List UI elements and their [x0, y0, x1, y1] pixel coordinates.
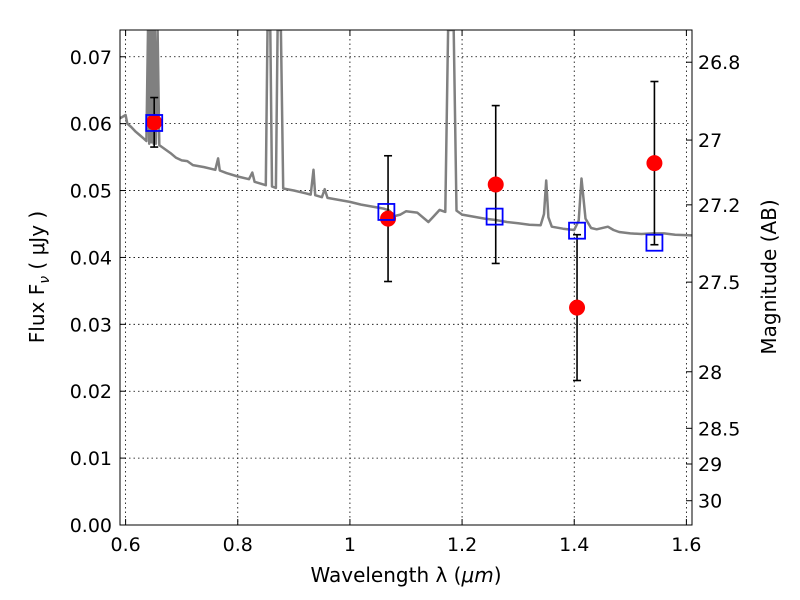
right-tick-label: 27.5: [698, 272, 740, 294]
x-tick-label: 0.6: [110, 534, 140, 556]
y-tick-label: 0.05: [70, 181, 112, 203]
observed-point: [146, 114, 163, 131]
y-tick-label: 0.07: [70, 47, 112, 69]
model-photometry-point: [645, 233, 664, 252]
model-photometry-points: [145, 114, 664, 252]
right-tick-label: 28: [698, 362, 722, 384]
right-tick-label: 30: [698, 491, 722, 513]
x-axis-title: Wavelength λ (μm): [310, 563, 501, 587]
y-tick-label: 0.01: [70, 448, 112, 470]
x-tick-label: 0.8: [223, 534, 253, 556]
y-axis-ticks: 0.00 0.01 0.02 0.03 0.04 0.05 0.06 0.07: [70, 47, 126, 537]
observed-point: [380, 210, 397, 227]
observed-points: [146, 114, 663, 316]
x-axis-ticks: 0.6 0.8 1 1.2 1.4 1.6: [110, 30, 702, 556]
x-tick-label: 1.6: [671, 534, 701, 556]
right-tick-label: 28.5: [698, 418, 740, 440]
observed-point: [646, 155, 663, 172]
right-tick-label: 27.2: [698, 195, 740, 217]
model-photometry-point: [145, 114, 164, 132]
right-axis-title: Magnitude (AB): [757, 199, 781, 354]
y-tick-label: 0.00: [70, 515, 112, 537]
model-photometry-point: [485, 207, 504, 226]
y-tick-label: 0.03: [70, 314, 112, 336]
model-spectrum-line: [120, 30, 692, 237]
observed-point: [569, 299, 586, 316]
x-tick-label: 1.4: [559, 534, 589, 556]
right-tick-label: 29: [698, 454, 722, 476]
y-tick-label: 0.06: [70, 114, 112, 136]
plot-frame: [119, 29, 693, 526]
observed-point: [487, 176, 504, 193]
model-photometry-point: [568, 221, 586, 240]
right-tick-label: 26.8: [698, 52, 740, 74]
grid: [120, 30, 692, 526]
y-tick-label: 0.04: [70, 247, 112, 269]
y-tick-label: 0.02: [70, 381, 112, 403]
y-axis-title: Flux Fν ( μJy ): [25, 211, 53, 343]
right-axis-ticks: 26.8 27 27.2 27.5 28 28.5 29 30: [686, 52, 740, 513]
model-photometry-point: [377, 203, 396, 221]
x-tick-label: 1.2: [447, 534, 477, 556]
right-tick-label: 27: [698, 130, 722, 152]
x-tick-label: 1: [344, 534, 356, 556]
